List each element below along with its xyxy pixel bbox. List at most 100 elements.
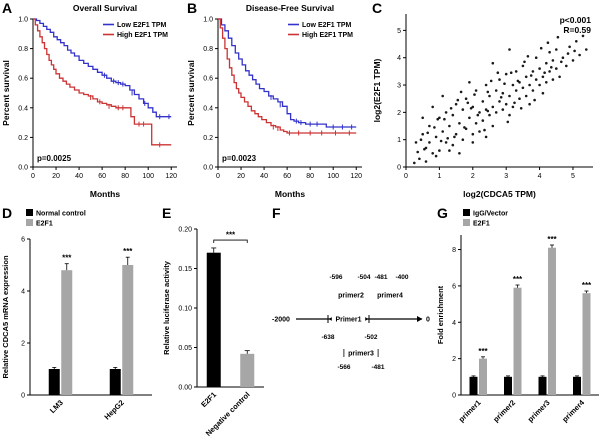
svg-text:5: 5 <box>397 28 401 35</box>
svg-text:***: *** <box>226 231 236 240</box>
svg-text:0.00: 0.00 <box>178 385 192 392</box>
svg-text:Disease-Free Survival: Disease-Free Survival <box>246 3 334 13</box>
panel-a-label: A <box>2 0 13 16</box>
svg-text:***: *** <box>513 275 523 284</box>
svg-text:0.15: 0.15 <box>178 266 192 273</box>
panel-g: G 0 2 4 6 8 Fold enrichment *** primer1 *** prime… <box>435 205 605 435</box>
svg-text:Months: Months <box>275 189 305 199</box>
panel-b: B Disease-Free Survival 0 20 40 60 80 100 120 0.… <box>185 0 370 200</box>
svg-text:0: 0 <box>21 393 25 400</box>
svg-text:Percent survival: Percent survival <box>1 60 11 126</box>
svg-text:2: 2 <box>452 356 456 363</box>
svg-text:0.2: 0.2 <box>18 135 28 142</box>
svg-text:p=0.0023: p=0.0023 <box>222 154 257 163</box>
svg-text:1.0: 1.0 <box>203 17 213 24</box>
svg-text:***: *** <box>62 254 72 263</box>
svg-text:40: 40 <box>260 173 268 180</box>
svg-text:0: 0 <box>426 317 430 324</box>
svg-text:Low E2F1 TPM: Low E2F1 TPM <box>302 22 352 29</box>
svg-text:0: 0 <box>31 173 35 180</box>
svg-text:0.4: 0.4 <box>203 105 213 112</box>
svg-text:-2000: -2000 <box>272 317 290 324</box>
svg-text:primer2: primer2 <box>491 398 517 424</box>
svg-text:primer4: primer4 <box>377 293 403 300</box>
svg-text:High E2F1 TPM: High E2F1 TPM <box>117 32 168 39</box>
svg-text:Normal control: Normal control <box>36 211 86 218</box>
svg-text:5: 5 <box>571 173 575 180</box>
overall-survival-chart: Overall Survival 0 20 40 60 80 100 120 0.0 0.2 0.4… <box>0 0 185 200</box>
svg-text:0.8: 0.8 <box>18 46 28 53</box>
promoter-primer-diagram: -2000 0 -596 -504 -481 -400 primer2 primer4 Prim… <box>270 205 435 435</box>
svg-text:2: 2 <box>471 173 475 180</box>
svg-text:-481: -481 <box>371 364 384 371</box>
svg-text:LM3: LM3 <box>48 398 65 415</box>
panel-g-label: G <box>437 205 448 221</box>
svg-text:0: 0 <box>452 393 456 400</box>
svg-text:60: 60 <box>98 173 106 180</box>
svg-text:***: *** <box>582 281 592 290</box>
svg-text:0.2: 0.2 <box>203 135 213 142</box>
chip-enrichment-bar-chart: 0 2 4 6 8 Fold enrichment *** primer1 *** primer2… <box>435 205 605 435</box>
svg-text:4: 4 <box>538 173 542 180</box>
svg-text:p=0.0025: p=0.0025 <box>37 154 72 163</box>
svg-text:4: 4 <box>21 289 25 296</box>
svg-text:primer3: primer3 <box>348 351 374 358</box>
svg-text:***: *** <box>547 235 557 244</box>
svg-text:Percent survival: Percent survival <box>186 60 196 126</box>
svg-text:0.4: 0.4 <box>18 105 28 112</box>
svg-text:0: 0 <box>404 173 408 180</box>
svg-text:0.6: 0.6 <box>203 76 213 83</box>
svg-text:Months: Months <box>90 189 120 199</box>
luciferase-bar-chart: 0.00 0.05 0.10 0.15 0.20 Relative luciferase … <box>160 205 270 437</box>
svg-text:80: 80 <box>121 173 129 180</box>
svg-text:-502: -502 <box>364 334 377 341</box>
svg-text:HepG2: HepG2 <box>102 398 125 421</box>
svg-text:2: 2 <box>397 110 401 117</box>
svg-text:log2(E2F1 TPM): log2(E2F1 TPM) <box>372 58 382 122</box>
svg-text:8: 8 <box>452 247 456 254</box>
svg-text:120: 120 <box>350 173 362 180</box>
svg-text:80: 80 <box>306 173 314 180</box>
svg-text:100: 100 <box>327 173 339 180</box>
panel-c: C 0 1 2 3 4 5 0 1 2 3 4 5 p<0.001 R=0.59 log2(CDCA5 TP… <box>370 0 605 200</box>
svg-text:primer3: primer3 <box>526 398 552 424</box>
svg-text:3: 3 <box>504 173 508 180</box>
svg-text:1: 1 <box>397 137 401 144</box>
svg-text:E2F1: E2F1 <box>36 221 53 228</box>
svg-text:***: *** <box>123 247 133 256</box>
svg-text:-481: -481 <box>374 274 387 281</box>
svg-text:0.0: 0.0 <box>203 165 213 172</box>
svg-text:0: 0 <box>216 173 220 180</box>
svg-text:6: 6 <box>21 237 25 244</box>
svg-text:R=0.59: R=0.59 <box>563 25 591 35</box>
svg-text:0.8: 0.8 <box>203 46 213 53</box>
svg-text:0.6: 0.6 <box>18 76 28 83</box>
svg-text:-400: -400 <box>395 274 408 281</box>
svg-text:4: 4 <box>452 320 456 327</box>
svg-text:4: 4 <box>397 55 401 62</box>
svg-text:0.20: 0.20 <box>178 227 192 234</box>
panel-e: E 0.00 0.05 0.10 0.15 0.20 Relative luciferas… <box>160 205 270 437</box>
svg-text:Relative CDCA5 mRNA expression: Relative CDCA5 mRNA expression <box>1 255 10 379</box>
svg-text:2: 2 <box>21 341 25 348</box>
panel-f-label: F <box>272 205 281 221</box>
svg-text:-638: -638 <box>321 334 334 341</box>
svg-text:-504: -504 <box>357 274 370 281</box>
svg-text:100: 100 <box>142 173 154 180</box>
svg-text:IgG/Vector: IgG/Vector <box>473 211 508 218</box>
correlation-scatter-chart: 0 1 2 3 4 5 0 1 2 3 4 5 p<0.001 R=0.59 log2(CDCA5 TPM)… <box>370 0 605 200</box>
svg-text:0.05: 0.05 <box>178 345 192 352</box>
svg-text:40: 40 <box>75 173 83 180</box>
panel-d: D 0 2 4 6 Relative CDCA5 mRNA expression *** L… <box>0 205 160 435</box>
svg-text:Overall Survival: Overall Survival <box>73 3 137 13</box>
svg-text:p<0.001: p<0.001 <box>560 15 592 25</box>
svg-text:-566: -566 <box>337 364 350 371</box>
svg-text:120: 120 <box>165 173 177 180</box>
svg-text:***: *** <box>478 347 488 356</box>
svg-text:log2(CDCA5 TPM): log2(CDCA5 TPM) <box>463 189 536 199</box>
svg-text:E2F1: E2F1 <box>473 221 490 228</box>
panel-d-label: D <box>2 205 13 221</box>
svg-text:1: 1 <box>437 173 441 180</box>
svg-text:0.0: 0.0 <box>18 165 28 172</box>
